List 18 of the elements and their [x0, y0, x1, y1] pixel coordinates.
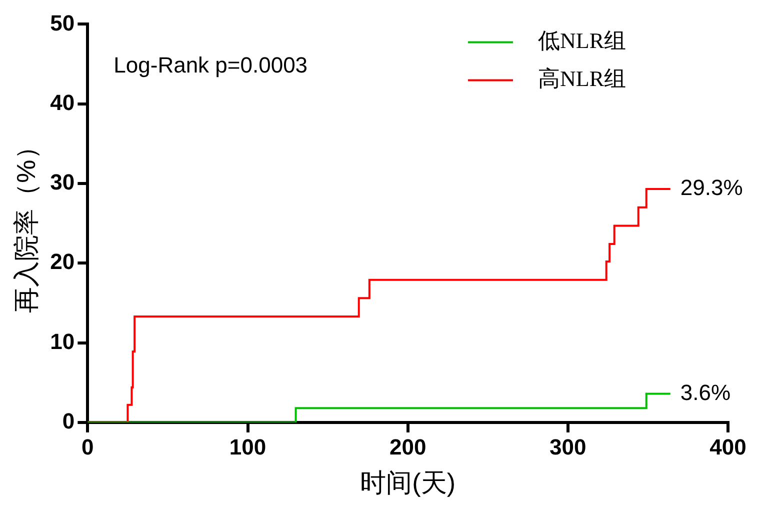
y-tick-label: 20	[50, 249, 75, 274]
x-tick-label: 400	[710, 434, 746, 460]
x-tick-label: 200	[389, 434, 426, 460]
annotation: 29.3%	[680, 175, 743, 200]
y-axis-title: 再入院率（%）	[10, 134, 41, 313]
x-tick-label: 300	[550, 434, 586, 460]
y-tick-label: 0	[62, 408, 75, 434]
y-tick-label: 10	[50, 328, 75, 354]
legend-label: 高NLR组	[538, 66, 626, 91]
y-tick-label: 40	[50, 90, 75, 115]
annotation: Log-Rank p=0.0003	[114, 52, 308, 78]
x-tick-label: 100	[229, 434, 266, 460]
y-tick-label: 30	[50, 170, 75, 195]
legend-label: 低NLR组	[538, 28, 626, 53]
annotation: 3.6%	[680, 380, 731, 405]
x-tick-label: 0	[82, 434, 94, 460]
x-axis-title: 时间(天)	[360, 468, 456, 498]
y-tick-label: 50	[50, 10, 75, 36]
